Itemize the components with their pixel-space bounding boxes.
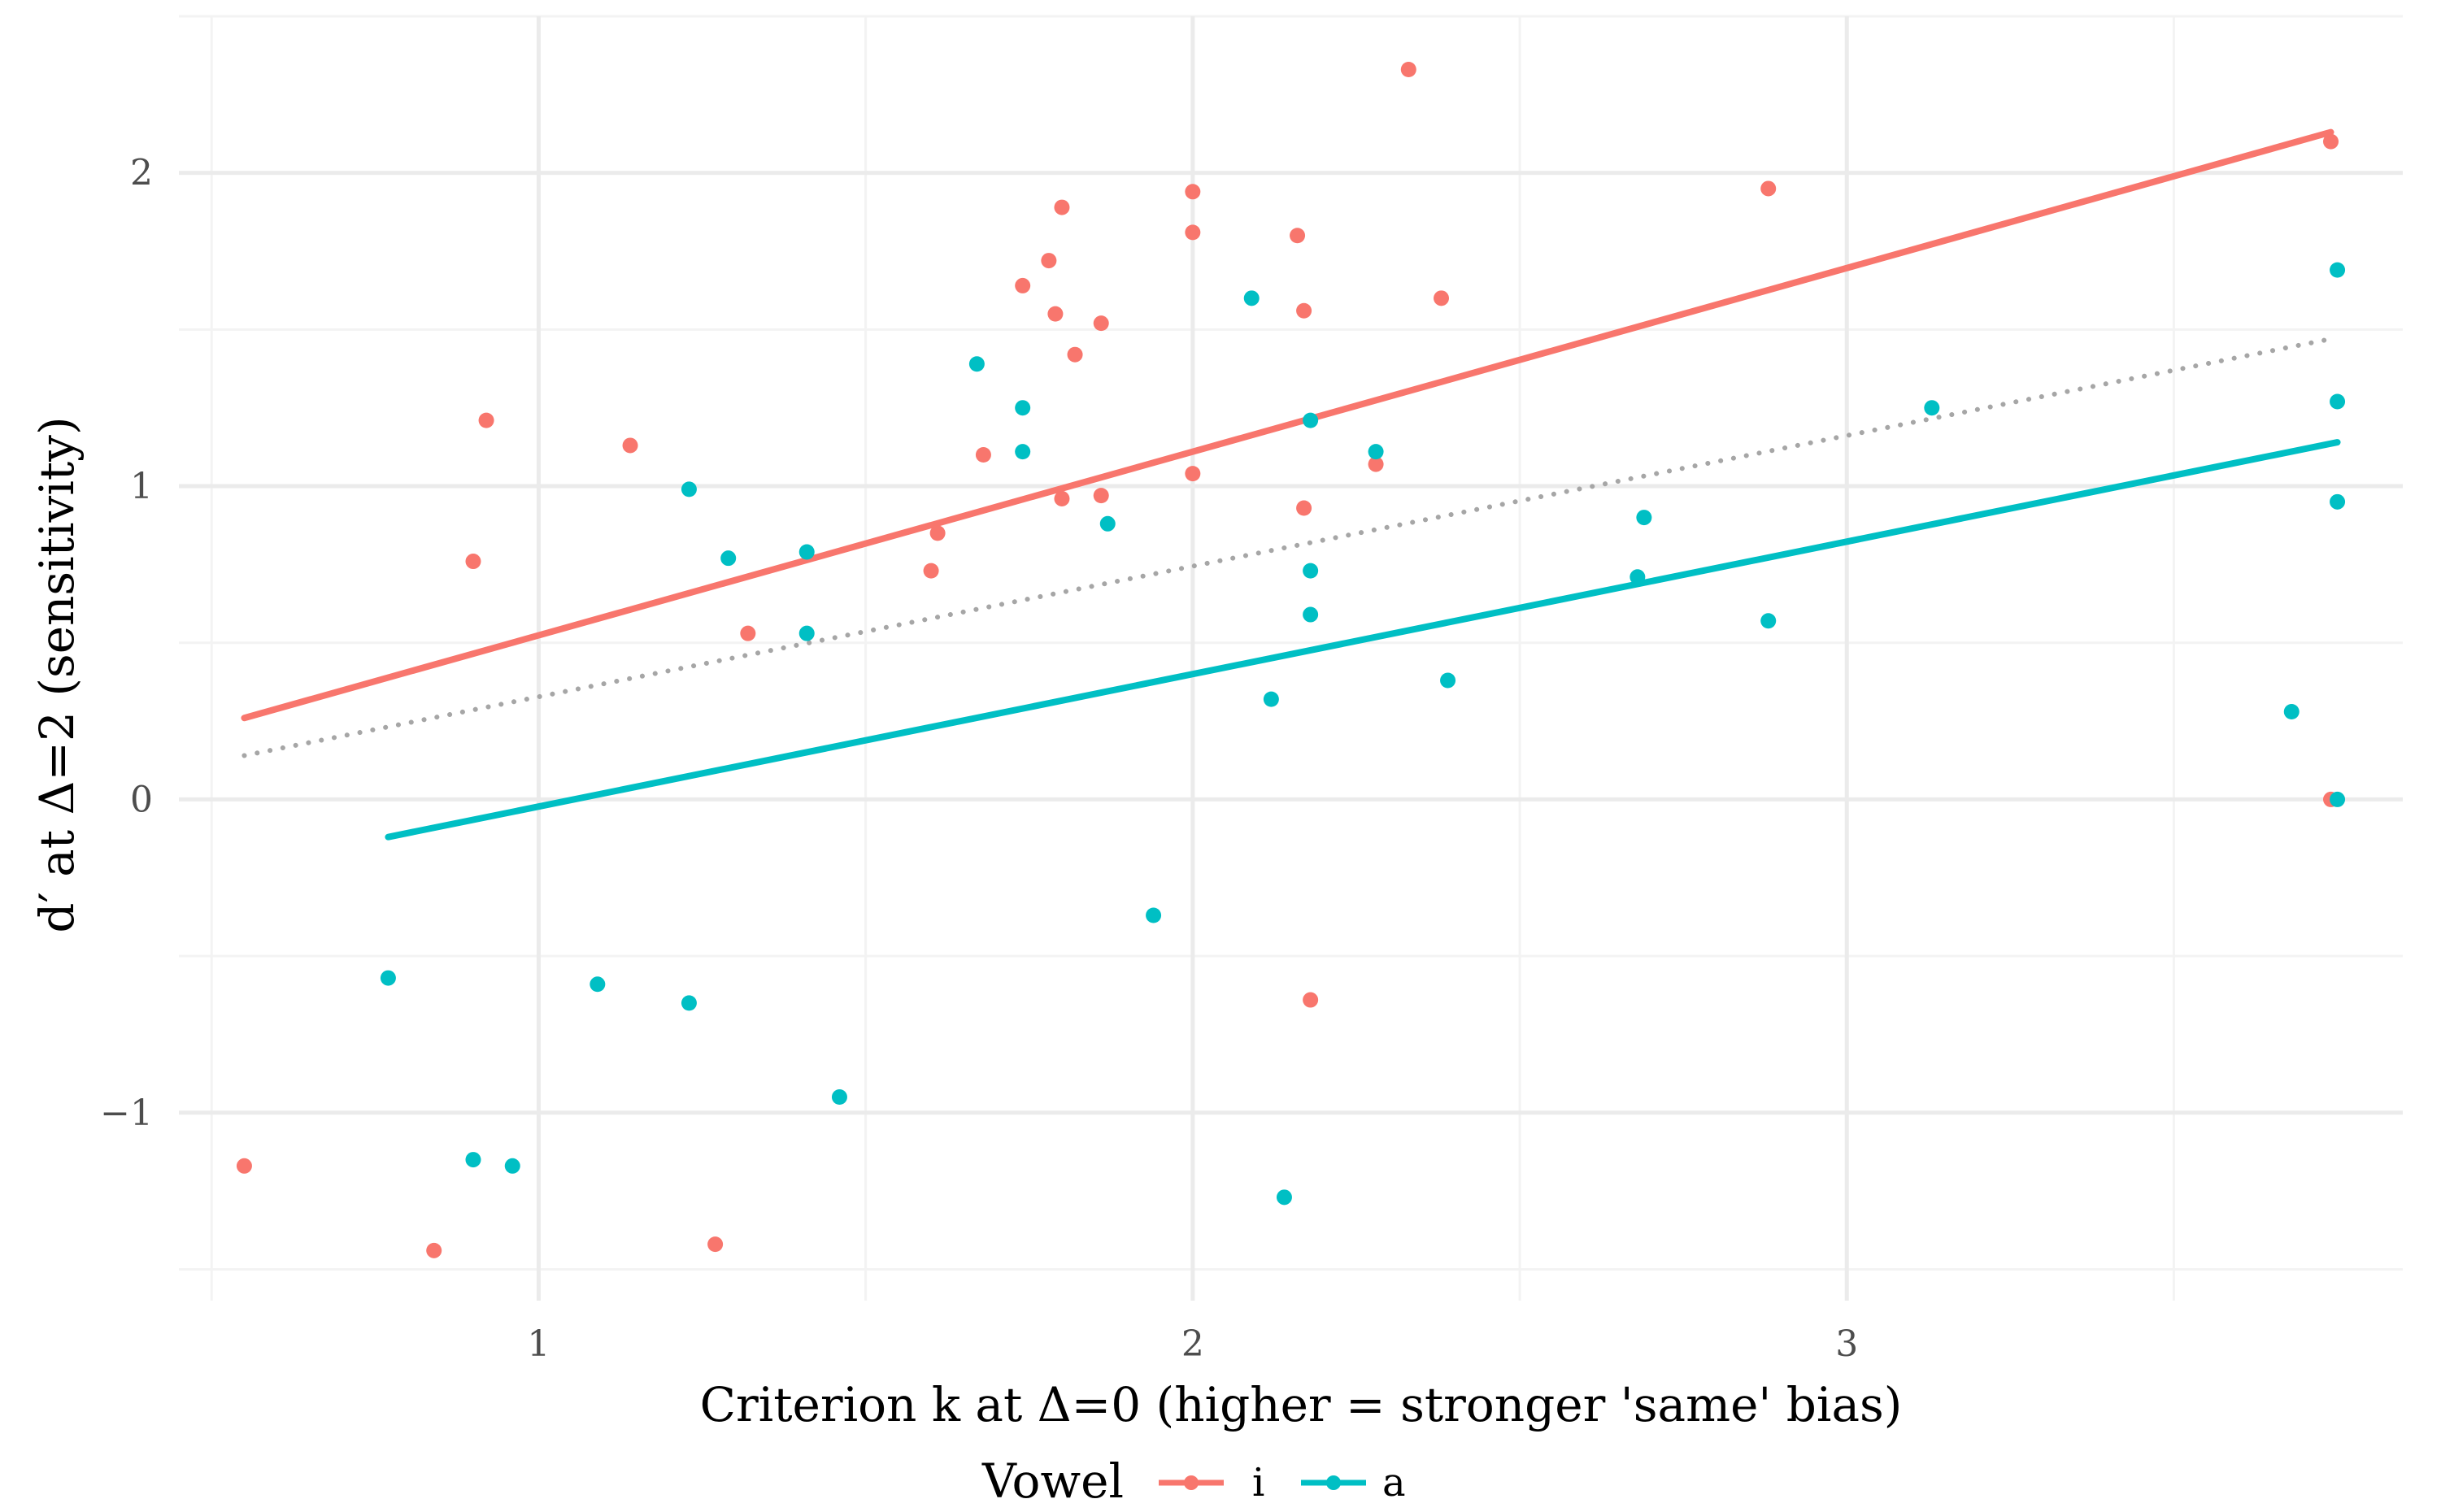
point-a bbox=[1440, 672, 1456, 689]
point-i bbox=[1400, 62, 1416, 78]
point-a bbox=[798, 625, 815, 641]
point-a bbox=[1276, 1189, 1292, 1206]
point-i bbox=[2323, 133, 2339, 150]
legend-label-i: i bbox=[1252, 1460, 1264, 1505]
y-tick-label: −1 bbox=[100, 1093, 153, 1134]
point-i bbox=[1303, 992, 1319, 1008]
point-i bbox=[478, 412, 494, 428]
point-i bbox=[1368, 456, 1384, 472]
point-a bbox=[798, 544, 815, 560]
fit-line-i bbox=[241, 128, 2334, 722]
point-a bbox=[681, 995, 697, 1011]
point-a bbox=[1760, 613, 1777, 629]
x-axis-title: Criterion k at Δ=0 (higher = stronger 's… bbox=[700, 1377, 1903, 1432]
y-tick-label: 2 bbox=[130, 153, 153, 194]
point-a bbox=[1243, 290, 1260, 306]
point-a bbox=[1263, 691, 1279, 707]
y-axis-title: d′ at Δ=2 (sensitivity) bbox=[29, 416, 85, 932]
fit-lines bbox=[241, 128, 2341, 841]
point-a bbox=[1099, 515, 1116, 532]
point-a bbox=[1636, 510, 1652, 526]
point-a bbox=[2330, 493, 2346, 510]
point-a bbox=[1015, 400, 1031, 416]
point-a bbox=[590, 976, 606, 993]
point-a bbox=[720, 550, 737, 567]
point-i bbox=[1047, 306, 1064, 322]
minor-gridlines bbox=[179, 15, 2403, 1301]
point-a bbox=[2330, 393, 2346, 410]
legend: Vowel i a bbox=[981, 1453, 1406, 1509]
point-a bbox=[1015, 444, 1031, 460]
x-tick-label: 1 bbox=[527, 1323, 550, 1365]
legend-key-a bbox=[1301, 1475, 1366, 1490]
point-a bbox=[1630, 569, 1646, 585]
x-tick-label: 3 bbox=[1835, 1323, 1858, 1365]
point-i bbox=[236, 1158, 252, 1174]
point-a bbox=[681, 481, 697, 497]
point-a bbox=[1146, 907, 1162, 923]
point-i bbox=[740, 625, 756, 641]
y-tick-label: 0 bbox=[130, 779, 153, 820]
point-i bbox=[1290, 228, 1306, 244]
point-i bbox=[923, 563, 939, 579]
point-i bbox=[1067, 346, 1083, 363]
point-i bbox=[929, 525, 946, 541]
point-i bbox=[1760, 180, 1777, 197]
point-i bbox=[707, 1236, 724, 1253]
x-tick-labels: 1 2 3 bbox=[527, 1323, 1858, 1365]
point-i bbox=[465, 554, 481, 570]
y-tick-labels: −1 0 1 2 bbox=[100, 153, 153, 1134]
point-i bbox=[1185, 184, 1201, 200]
point-a bbox=[831, 1089, 847, 1106]
point-i bbox=[1093, 315, 1109, 332]
point-i bbox=[1185, 466, 1201, 482]
point-a bbox=[968, 356, 985, 372]
fit-line-overall bbox=[241, 336, 2334, 758]
point-a bbox=[2330, 262, 2346, 278]
point-a bbox=[1303, 606, 1319, 623]
point-a bbox=[2330, 791, 2346, 807]
legend-label-a: a bbox=[1382, 1460, 1406, 1505]
data-points bbox=[236, 62, 2346, 1258]
point-a bbox=[504, 1158, 520, 1174]
point-i bbox=[1434, 290, 1450, 306]
point-i bbox=[1093, 488, 1109, 504]
point-i bbox=[975, 447, 991, 463]
legend-key-i bbox=[1159, 1475, 1224, 1490]
point-i bbox=[1015, 277, 1031, 293]
point-a bbox=[1924, 400, 1940, 416]
point-i bbox=[1041, 253, 1057, 269]
point-a bbox=[2283, 704, 2300, 720]
point-a bbox=[380, 970, 396, 986]
point-i bbox=[426, 1242, 442, 1258]
point-i bbox=[1054, 490, 1070, 506]
point-i bbox=[1185, 224, 1201, 241]
point-i bbox=[1296, 302, 1312, 319]
fit-line-a bbox=[385, 439, 2341, 841]
point-i bbox=[1054, 199, 1070, 215]
point-a bbox=[1303, 563, 1319, 579]
legend-title: Vowel bbox=[981, 1453, 1124, 1509]
x-tick-label: 2 bbox=[1181, 1323, 1204, 1365]
y-tick-label: 1 bbox=[130, 466, 153, 507]
point-a bbox=[1303, 412, 1319, 428]
point-a bbox=[465, 1152, 481, 1168]
point-a bbox=[1368, 444, 1384, 460]
point-i bbox=[1296, 500, 1312, 516]
point-i bbox=[622, 437, 638, 454]
